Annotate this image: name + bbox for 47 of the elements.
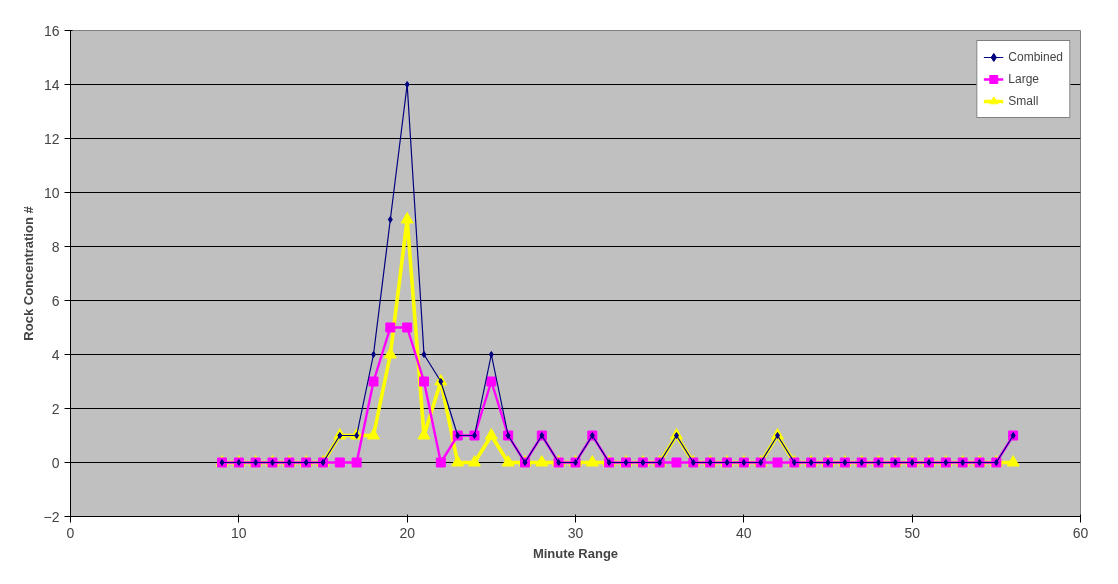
point (351, 457, 362, 468)
point (371, 351, 376, 358)
point (368, 376, 379, 387)
x-tick-label: 50 (904, 524, 921, 541)
point (400, 212, 414, 224)
legend-label: Combined (1008, 50, 1063, 64)
point (421, 351, 427, 358)
point (671, 457, 682, 468)
y-tick-label: 2 (51, 400, 60, 417)
y-tick-label: 4 (51, 346, 60, 363)
point (535, 455, 549, 467)
y-tick-label: 6 (51, 292, 60, 309)
y-axis-title: Rock Concentration # (20, 205, 36, 341)
point (419, 376, 429, 387)
point (404, 81, 410, 88)
point (383, 347, 397, 359)
y-tick-label: 0 (51, 454, 60, 471)
point (484, 428, 498, 440)
y-tick-label: −2 (43, 508, 60, 525)
point (585, 455, 599, 467)
legend-label: Large (1008, 72, 1039, 86)
x-tick-label: 30 (567, 524, 584, 541)
point (385, 322, 396, 333)
x-tick-label: 40 (736, 524, 752, 541)
point (451, 455, 465, 467)
point (435, 457, 446, 468)
x-tick-label: 10 (231, 524, 247, 541)
point (501, 455, 515, 467)
y-tick-label: 10 (43, 184, 60, 201)
point (334, 457, 345, 468)
point (402, 322, 413, 333)
point (1006, 455, 1020, 467)
point (468, 455, 481, 467)
point (488, 351, 494, 358)
x-tick-label: 0 (66, 524, 75, 541)
y-tick-label: 14 (43, 76, 60, 93)
x-axis-title: Minute Range (532, 545, 619, 561)
y-tick-label: 16 (43, 22, 60, 39)
x-tick-label: 60 (1072, 524, 1089, 541)
legend-label: Small (1008, 94, 1039, 108)
point (387, 216, 393, 223)
point (367, 428, 380, 440)
y-tick-label: 8 (51, 238, 60, 255)
x-tick-label: 20 (399, 524, 416, 541)
point (772, 457, 783, 468)
y-tick-label: 12 (43, 130, 60, 147)
point (486, 376, 497, 387)
